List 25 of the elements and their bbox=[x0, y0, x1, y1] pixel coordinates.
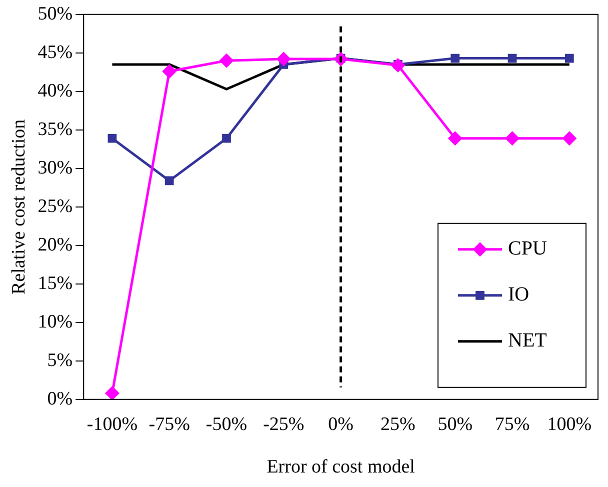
x-tick-label: -50% bbox=[206, 414, 248, 435]
x-tick-label: 75% bbox=[494, 414, 530, 435]
y-tick-label: 15% bbox=[38, 272, 73, 294]
x-tick-label: -100% bbox=[86, 414, 138, 435]
legend-label: CPU bbox=[508, 238, 548, 260]
x-tick-label: 0% bbox=[328, 414, 354, 435]
y-tick-label: 25% bbox=[38, 196, 73, 217]
x-tick-label: -75% bbox=[148, 414, 190, 435]
y-tick-label: 20% bbox=[38, 234, 73, 256]
y-tick-label: 10% bbox=[38, 311, 73, 332]
y-tick-label: 50% bbox=[38, 3, 73, 24]
x-tick-label: 25% bbox=[380, 414, 416, 435]
y-tick-label: 30% bbox=[38, 157, 73, 178]
x-tick-label: 100% bbox=[547, 414, 592, 435]
legend-label: IO bbox=[508, 284, 530, 306]
x-tick-label: -25% bbox=[263, 414, 304, 435]
legend-label: NET bbox=[508, 330, 547, 352]
x-axis-title: Error of cost model bbox=[266, 456, 415, 478]
y-tick-label: 0% bbox=[47, 388, 73, 410]
y-tick-label: 40% bbox=[38, 80, 73, 102]
y-axis-title: Relative cost reduction bbox=[8, 118, 30, 294]
x-tick-label: 50% bbox=[438, 414, 473, 435]
y-tick-label: 35% bbox=[38, 118, 73, 140]
y-tick-label: 45% bbox=[38, 42, 73, 63]
y-tick-label: 5% bbox=[47, 350, 73, 371]
